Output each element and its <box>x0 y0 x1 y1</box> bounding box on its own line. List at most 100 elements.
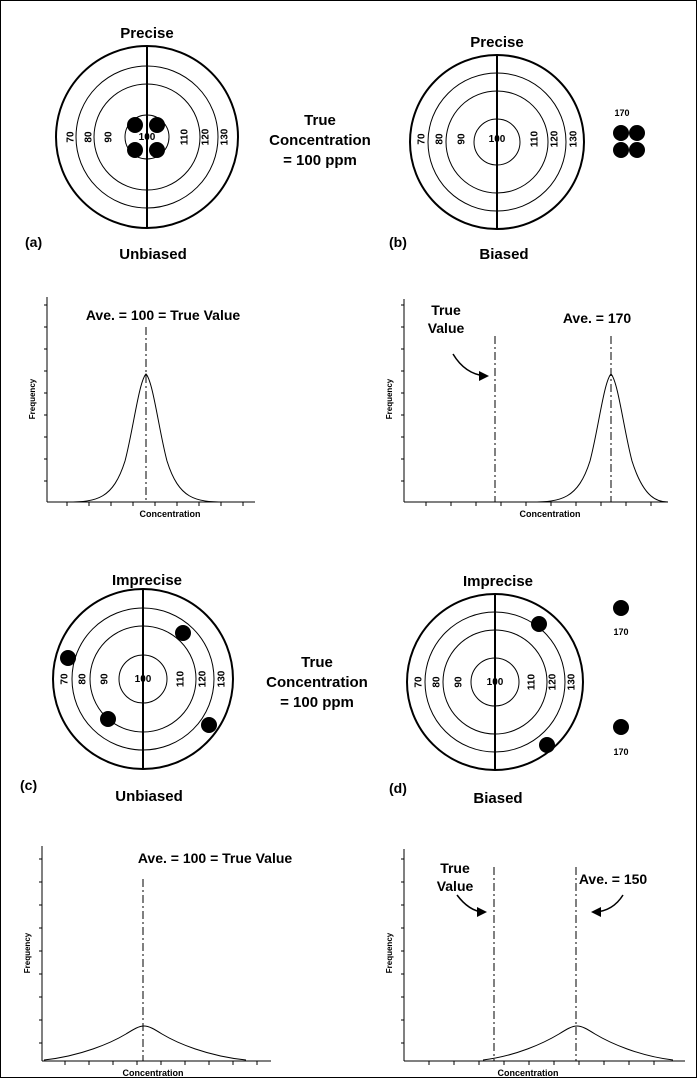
x-axis-label-c: Concentration <box>122 1068 183 1078</box>
average-annotation-a: Ave. = 100 = True Value <box>86 307 241 323</box>
distribution-curve-c <box>43 1025 247 1061</box>
frequency-chart-b: True Value Ave. = 170 Frequency Concentr… <box>385 299 669 519</box>
hit-dot-d-2 <box>539 737 555 753</box>
x-ticks-b <box>425 502 652 506</box>
ring-label-120-d: 120 <box>548 673 559 690</box>
ring-label-100-c: 100 <box>135 674 152 685</box>
ring-label-100-d: 100 <box>487 677 504 688</box>
hit-dot-a-1 <box>127 117 143 133</box>
frequency-chart-c: Ave. = 100 = True Value Frequency Concen… <box>23 846 292 1078</box>
bias-label-d: Biased <box>473 790 522 807</box>
true-concentration-line-3-b: = 100 ppm <box>280 694 354 711</box>
offscale-dot-b-3 <box>613 142 629 158</box>
hit-dot-c-3 <box>100 711 116 727</box>
true-value-label-d-line-1: True <box>440 860 470 876</box>
precision-label-c: Imprecise <box>112 572 182 589</box>
x-ticks-c <box>64 1061 258 1065</box>
x-axis-label-b: Concentration <box>519 509 580 519</box>
distribution-curve-d <box>482 1025 674 1061</box>
average-annotation-b: Ave. = 170 <box>563 310 632 326</box>
ring-label-80-a: 80 <box>84 131 95 143</box>
panel-b: Precise 70 80 90 100 110 120 130 170 (b)… <box>389 34 645 263</box>
true-concentration-top: True Concentration = 100 ppm <box>269 112 371 169</box>
ring-label-120-b: 120 <box>550 130 561 147</box>
average-annotation-c: Ave. = 100 = True Value <box>138 850 293 866</box>
y-axis-label-b: Frequency <box>385 378 394 419</box>
offscale-label-b: 170 <box>614 108 629 118</box>
true-concentration-line-3: = 100 ppm <box>283 152 357 169</box>
ring-label-80-b: 80 <box>435 133 446 145</box>
ring-label-70-b: 70 <box>417 133 428 145</box>
target-d: 70 80 90 100 110 120 130 <box>406 593 584 771</box>
offscale-dot-b-1 <box>613 125 629 141</box>
ring-label-130-b: 130 <box>569 130 580 147</box>
y-axis-label-c: Frequency <box>23 932 32 973</box>
true-concentration-line-2-b: Concentration <box>266 674 368 691</box>
true-concentration-bottom: True Concentration = 100 ppm <box>266 654 368 711</box>
ring-label-80-d: 80 <box>432 676 443 688</box>
bias-label-c: Unbiased <box>115 788 183 805</box>
bias-label-a: Unbiased <box>119 246 187 263</box>
ring-label-70-d: 70 <box>414 676 425 688</box>
panel-d: Imprecise 70 80 90 100 110 120 130 170 1… <box>389 573 629 807</box>
bias-label-b: Biased <box>479 246 528 263</box>
true-value-label-b-line-2: Value <box>428 320 465 336</box>
curved-arrow-icon-d-left <box>456 894 487 917</box>
panel-c: Imprecise 70 80 90 100 110 120 130 (c) U… <box>20 572 234 805</box>
precision-label-d: Imprecise <box>463 573 533 590</box>
offscale-hits-b: 170 <box>613 108 645 158</box>
precision-label-a: Precise <box>120 25 173 42</box>
distribution-curve-b <box>530 373 669 503</box>
panel-tag-c: (c) <box>20 777 37 793</box>
true-value-label-d-line-2: Value <box>437 878 474 894</box>
y-ticks-d <box>401 858 404 1044</box>
offscale-hits-d: 170 170 <box>613 600 629 757</box>
hit-dot-c-4 <box>201 717 217 733</box>
ring-label-110-c: 110 <box>176 670 187 687</box>
ring-label-90-d: 90 <box>454 676 465 688</box>
distribution-curve-a <box>66 373 226 503</box>
true-concentration-line-2: Concentration <box>269 132 371 149</box>
panel-tag-a: (a) <box>25 234 42 250</box>
ring-label-70-a: 70 <box>66 131 77 143</box>
ring-label-110-d: 110 <box>527 673 538 690</box>
panel-tag-d: (d) <box>389 780 407 796</box>
panel-a: Precise 70 80 90 100 110 120 130 (a) Unb… <box>25 25 239 263</box>
target-c: 70 80 90 100 110 120 130 <box>52 588 234 770</box>
x-axis-label-d: Concentration <box>497 1068 558 1078</box>
ring-label-120-a: 120 <box>201 128 212 145</box>
offscale-dot-d-1 <box>613 600 629 616</box>
ring-label-120-c: 120 <box>198 670 209 687</box>
hit-dot-d-1 <box>531 616 547 632</box>
hit-dot-a-2 <box>149 117 165 133</box>
x-ticks-d <box>428 1061 655 1065</box>
ring-label-80-c: 80 <box>78 673 89 685</box>
offscale-label-d-2: 170 <box>613 747 628 757</box>
average-annotation-d: Ave. = 150 <box>579 871 648 887</box>
ring-label-110-a: 110 <box>180 128 191 145</box>
hit-dot-c-1 <box>60 650 76 666</box>
offscale-dot-b-4 <box>629 142 645 158</box>
curved-arrow-icon-b <box>452 353 489 381</box>
curved-arrow-icon-d-right <box>591 894 624 917</box>
true-value-label-b-line-1: True <box>431 302 461 318</box>
ring-label-90-a: 90 <box>104 131 115 143</box>
true-concentration-line-1-b: True <box>301 654 333 671</box>
true-concentration-line-1: True <box>304 112 336 129</box>
ring-label-90-c: 90 <box>100 673 111 685</box>
ring-label-70-c: 70 <box>60 673 71 685</box>
ring-label-100-b: 100 <box>489 134 506 145</box>
y-ticks-c <box>39 858 42 1044</box>
offscale-dot-d-2 <box>613 719 629 735</box>
panel-tag-b: (b) <box>389 234 407 250</box>
frequency-chart-d: True Value Ave. = 150 Frequency Concentr… <box>385 849 685 1078</box>
y-axis-label-a: Frequency <box>28 378 37 419</box>
target-b: 70 80 90 100 110 120 130 <box>409 54 585 230</box>
ring-label-130-a: 130 <box>220 128 231 145</box>
y-ticks-a <box>44 304 47 482</box>
hit-dot-a-4 <box>149 142 165 158</box>
target-a: 70 80 90 100 110 120 130 <box>55 45 239 229</box>
x-axis-label-a: Concentration <box>139 509 200 519</box>
x-ticks-a <box>66 502 244 506</box>
